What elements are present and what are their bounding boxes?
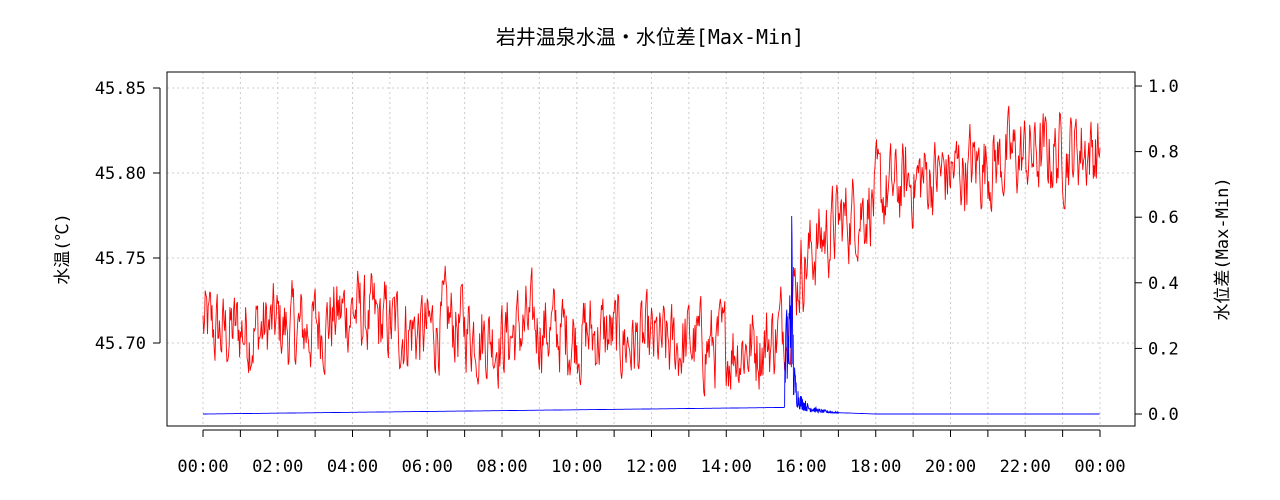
y-right-tick-label: 0.6 (1148, 208, 1179, 228)
series-line-temperature (202, 105, 1101, 397)
x-tick-label: 00:00 (177, 457, 228, 477)
y-left-tick-label: 45.85 (95, 79, 146, 99)
x-tick-label: 18:00 (850, 457, 901, 477)
x-tick-label: 04:00 (327, 457, 378, 477)
y-left-axis-label: 水温(℃) (53, 213, 73, 284)
x-tick-label: 22:00 (1000, 457, 1051, 477)
x-tick-label: 08:00 (476, 457, 527, 477)
y-right-tick-label: 0.4 (1148, 274, 1179, 294)
x-tick-label: 00:00 (1074, 457, 1125, 477)
y-right-tick-label: 0.2 (1148, 339, 1179, 359)
x-tick-label: 14:00 (701, 457, 752, 477)
series-line-water-level (203, 215, 1100, 415)
series-water-level-diff (203, 215, 1100, 415)
y-left-axis: 45.70 45.75 45.80 45.85 (95, 79, 161, 354)
x-tick-label: 02:00 (252, 457, 303, 477)
x-axis: 00:00 02:00 04:00 06:00 08:00 10:00 12:00 14:00… (177, 429, 1126, 477)
x-tick-label: 06:00 (402, 457, 453, 477)
x-tick-label: 10:00 (551, 457, 602, 477)
y-right-axis: 0.0 0.2 0.4 0.6 0.8 1.0 (1134, 77, 1179, 425)
y-right-tick-label: 0.0 (1148, 405, 1179, 425)
x-tick-label: 16:00 (775, 457, 826, 477)
y-left-tick-label: 45.75 (95, 249, 146, 269)
y-right-axis-label: 水位差(Max-Min) (1213, 177, 1233, 320)
series-water-temperature (202, 105, 1101, 397)
y-left-tick-label: 45.80 (95, 164, 146, 184)
y-right-tick-label: 1.0 (1148, 77, 1179, 97)
x-tick-label: 12:00 (626, 457, 677, 477)
grid (167, 72, 1135, 426)
y-right-tick-label: 0.8 (1148, 143, 1179, 163)
y-left-tick-label: 45.70 (95, 334, 146, 354)
x-tick-label: 20:00 (925, 457, 976, 477)
chart-title: 岩井温泉水温・水位差[Max-Min] (496, 25, 804, 49)
